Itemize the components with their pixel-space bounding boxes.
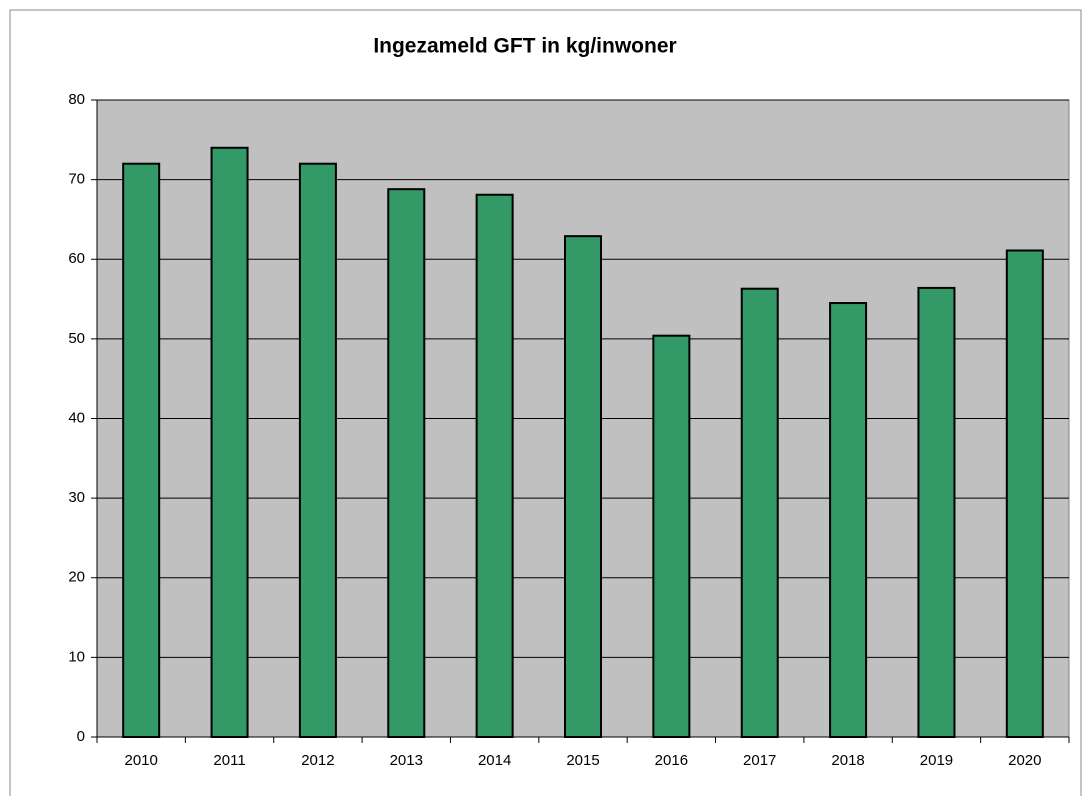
x-tick-label: 2016	[655, 752, 688, 769]
y-tick-label: 10	[68, 648, 85, 665]
y-tick-label: 30	[68, 489, 85, 506]
x-tick-label: 2015	[566, 752, 599, 769]
bar	[210, 146, 249, 738]
bar	[298, 162, 337, 738]
x-tick-label: 2014	[478, 752, 511, 769]
bar	[829, 302, 868, 738]
chart-frame	[9, 9, 1082, 796]
x-tick-label: 2012	[301, 752, 334, 769]
y-tick-label: 0	[77, 728, 85, 745]
x-tick-label: 2010	[124, 752, 157, 769]
bar	[740, 287, 779, 738]
x-tick-label: 2011	[213, 752, 245, 769]
bar	[652, 334, 691, 738]
x-tick-label: 2018	[831, 752, 864, 769]
x-tick-label: 2019	[920, 752, 953, 769]
y-tick-label: 70	[68, 171, 85, 188]
bar	[387, 188, 426, 738]
bar	[1005, 249, 1044, 739]
bar	[917, 286, 956, 738]
x-tick-label: 2013	[390, 752, 423, 769]
bar	[564, 235, 602, 738]
y-tick-label: 40	[68, 409, 85, 426]
y-tick-label: 20	[68, 569, 85, 586]
y-tick-label: 80	[68, 91, 85, 108]
bar	[122, 162, 161, 738]
bar	[475, 193, 514, 739]
chart-title: Ingezameld GFT in kg/inwoner	[373, 35, 676, 58]
y-tick-label: 50	[68, 330, 85, 347]
x-tick-label: 2017	[743, 752, 776, 769]
y-tick-label: 60	[68, 250, 85, 267]
x-tick-label: 2020	[1008, 752, 1041, 769]
